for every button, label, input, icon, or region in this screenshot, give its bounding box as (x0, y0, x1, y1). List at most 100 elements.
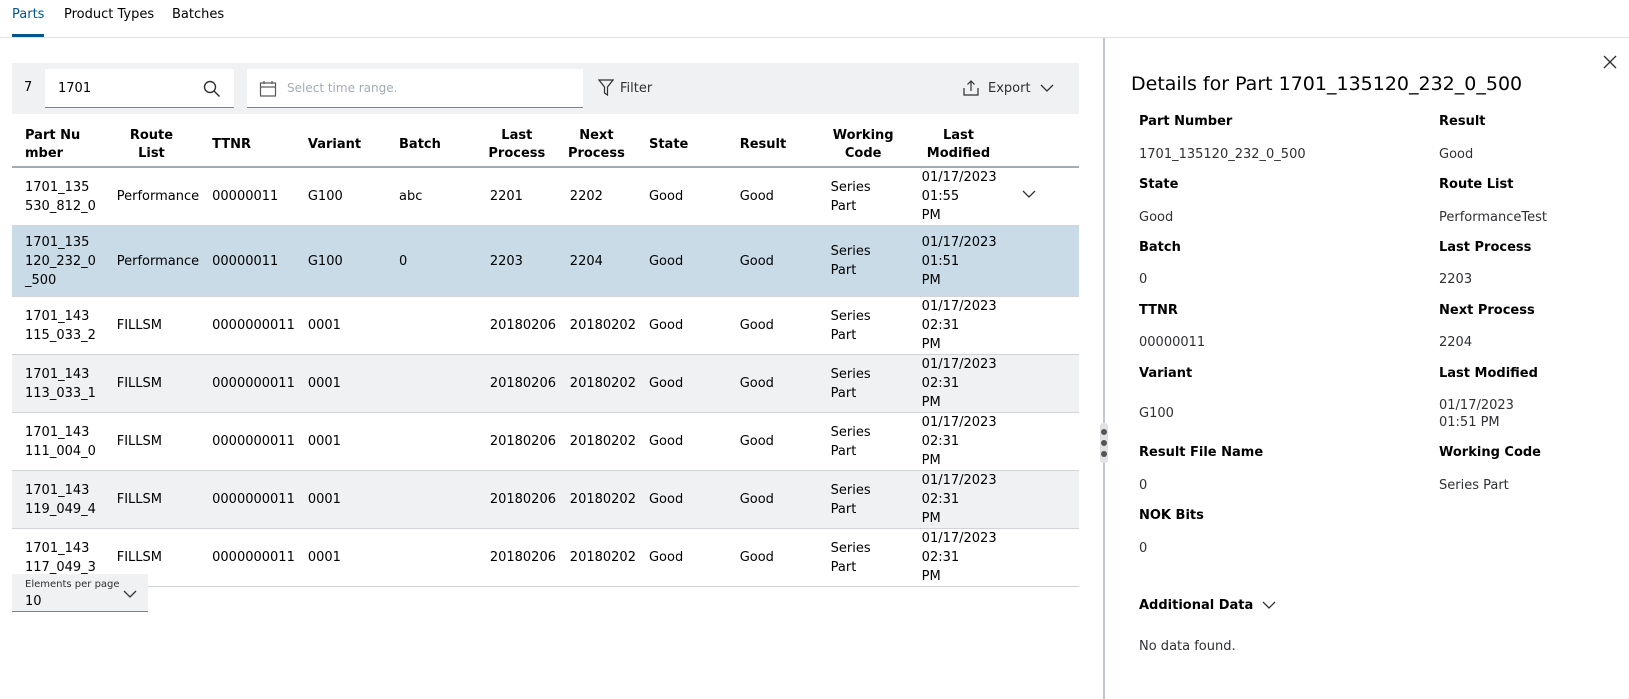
cell-ttnr: 0000000011 (199, 412, 295, 471)
col-header-route-list[interactable]: Route List (103, 124, 200, 168)
table-row[interactable]: 1701_143 115_033_2 FILLSM 0000000011 0001 201… (12, 296, 1079, 355)
cell-ttnr: 00000011 (199, 225, 295, 297)
elements-per-page-select[interactable]: Elements per page 10 (12, 574, 148, 612)
cell-route-list: Performance (103, 167, 200, 226)
cell-last-process: 2201 (476, 167, 557, 226)
part-number-label: Part Number (1139, 114, 1233, 129)
cell-last-modified: 01/17/2023 01:55 PM (908, 167, 1009, 226)
cell-batch (386, 354, 477, 413)
filter-icon (598, 79, 614, 97)
cell-next-process: 20180202 (556, 412, 636, 471)
col-header-actions (1008, 124, 1079, 168)
table-row[interactable]: 1701_143 113_033_1 FILLSM 0000000011 0001 201… (12, 354, 1079, 413)
cell-next-process: 20180202 (556, 354, 636, 413)
cell-ttnr: 0000000011 (199, 354, 295, 413)
date-range-input[interactable]: Select time range. (247, 69, 583, 108)
col-header-next-process[interactable]: Next Process (556, 124, 636, 168)
cell-variant: 0001 (294, 354, 387, 413)
col-header-last-process[interactable]: Last Process (476, 124, 557, 168)
cell-part-number: 1701_135 120_232_0 _500 (12, 225, 104, 297)
no-data-message: No data found. (1139, 639, 1236, 654)
col-header-last-modified[interactable]: Last Modified (908, 124, 1009, 168)
batch-label: Batch (1139, 240, 1181, 255)
table-row[interactable]: 1701_143 111_004_0 FILLSM 0000000011 0001 201… (12, 412, 1079, 471)
col-header-part-number[interactable]: Part Nu mber (12, 124, 104, 168)
cell-result: Good (726, 412, 818, 471)
state-label: State (1139, 177, 1179, 192)
table-row[interactable]: 1701_143 119_049_4 FILLSM 0000000011 0001 201… (12, 470, 1079, 529)
cell-result: Good (726, 470, 818, 529)
cell-ttnr: 0000000011 (199, 296, 295, 355)
search-input[interactable]: 1701 (45, 69, 234, 108)
result-file-name-label: Result File Name (1139, 445, 1264, 460)
col-header-ttnr[interactable]: TTNR (199, 124, 295, 168)
cell-last-process: 20180206 (476, 470, 557, 529)
col-header-state[interactable]: State (635, 124, 727, 168)
col-header-result[interactable]: Result (726, 124, 818, 168)
batch-value: 0 (1139, 272, 1148, 287)
elements-per-page-value: 10 (25, 594, 42, 609)
cell-actions (1008, 354, 1079, 413)
cell-ttnr: 00000011 (199, 167, 295, 226)
route-list-label: Route List (1439, 177, 1514, 192)
date-range-placeholder: Select time range. (287, 81, 398, 95)
col-header-variant[interactable]: Variant (294, 124, 387, 168)
close-icon[interactable] (1600, 52, 1620, 72)
table-row[interactable]: 1701_135 530_812_0 Performance 00000011 G100… (12, 167, 1079, 226)
calendar-icon (259, 81, 277, 97)
result-label: Result (1439, 114, 1486, 129)
cell-working-code: Series Part (817, 354, 909, 413)
cell-actions (1008, 470, 1079, 529)
search-value[interactable]: 1701 (58, 81, 92, 96)
cell-working-code: Series Part (817, 296, 909, 355)
last-process-label: Last Process (1439, 240, 1532, 255)
cell-working-code: Series Part (817, 225, 909, 297)
cell-next-process: 20180202 (556, 528, 636, 587)
tab-parts[interactable]: Parts (12, 7, 45, 37)
cell-batch (386, 412, 477, 471)
last-process-value: 2203 (1439, 272, 1473, 287)
cell-route-list: FILLSM (103, 470, 200, 529)
parts-table: Part Nu mber Route List TTNR Variant Batch… (12, 124, 1079, 587)
cell-last-modified: 01/17/2023 02:31 PM (908, 296, 1009, 355)
nok-bits-value: 0 (1139, 541, 1148, 556)
tab-product-types[interactable]: Product Types (64, 7, 155, 22)
cell-last-modified: 01/17/2023 02:31 PM (908, 354, 1009, 413)
cell-route-list: Performance (103, 225, 200, 297)
cell-result: Good (726, 528, 818, 587)
additional-data-label: Additional Data (1139, 597, 1254, 613)
filter-button[interactable]: Filter (598, 76, 652, 100)
last-modified-date: 01/17/2023 (1439, 398, 1514, 413)
export-label: Export (988, 80, 1031, 96)
export-button[interactable]: Export (962, 76, 1055, 100)
cell-state: Good (635, 225, 727, 297)
export-icon (963, 80, 979, 96)
table-row[interactable]: 1701_135 120_232_0 _500 Performance 00000011… (12, 225, 1079, 297)
working-code-value: Series Part (1439, 478, 1509, 493)
cell-actions (1008, 296, 1079, 355)
cell-next-process: 20180202 (556, 296, 636, 355)
parts-toolbar: 7 1701 Select time range. Filter Export (12, 63, 1079, 114)
elements-per-page-label: Elements per page (25, 579, 120, 590)
cell-last-modified: 01/17/2023 01:51 PM (908, 225, 1009, 297)
cell-variant: 0001 (294, 470, 387, 529)
ttnr-label: TTNR (1139, 303, 1178, 318)
result-count: 7 (24, 80, 33, 95)
cell-next-process: 2204 (556, 225, 636, 297)
chevron-down-icon[interactable] (1021, 186, 1037, 202)
col-header-batch[interactable]: Batch (386, 124, 477, 168)
additional-data-toggle[interactable]: Additional Data (1139, 597, 1277, 613)
search-icon[interactable] (202, 79, 222, 99)
cell-last-modified: 01/17/2023 02:31 PM (908, 528, 1009, 587)
table-row[interactable]: 1701_143 117_049_3 FILLSM 0000000011 0001 201… (12, 528, 1079, 587)
cell-actions (1008, 412, 1079, 471)
cell-working-code: Series Part (817, 528, 909, 587)
col-header-working-code[interactable]: Working Code (817, 124, 909, 168)
cell-variant: 0001 (294, 296, 387, 355)
variant-value: G100 (1139, 406, 1174, 421)
cell-state: Good (635, 167, 727, 226)
cell-variant: 0001 (294, 412, 387, 471)
tab-batches[interactable]: Batches (172, 7, 225, 22)
cell-working-code: Series Part (817, 470, 909, 529)
resize-handle[interactable] (1100, 423, 1108, 463)
